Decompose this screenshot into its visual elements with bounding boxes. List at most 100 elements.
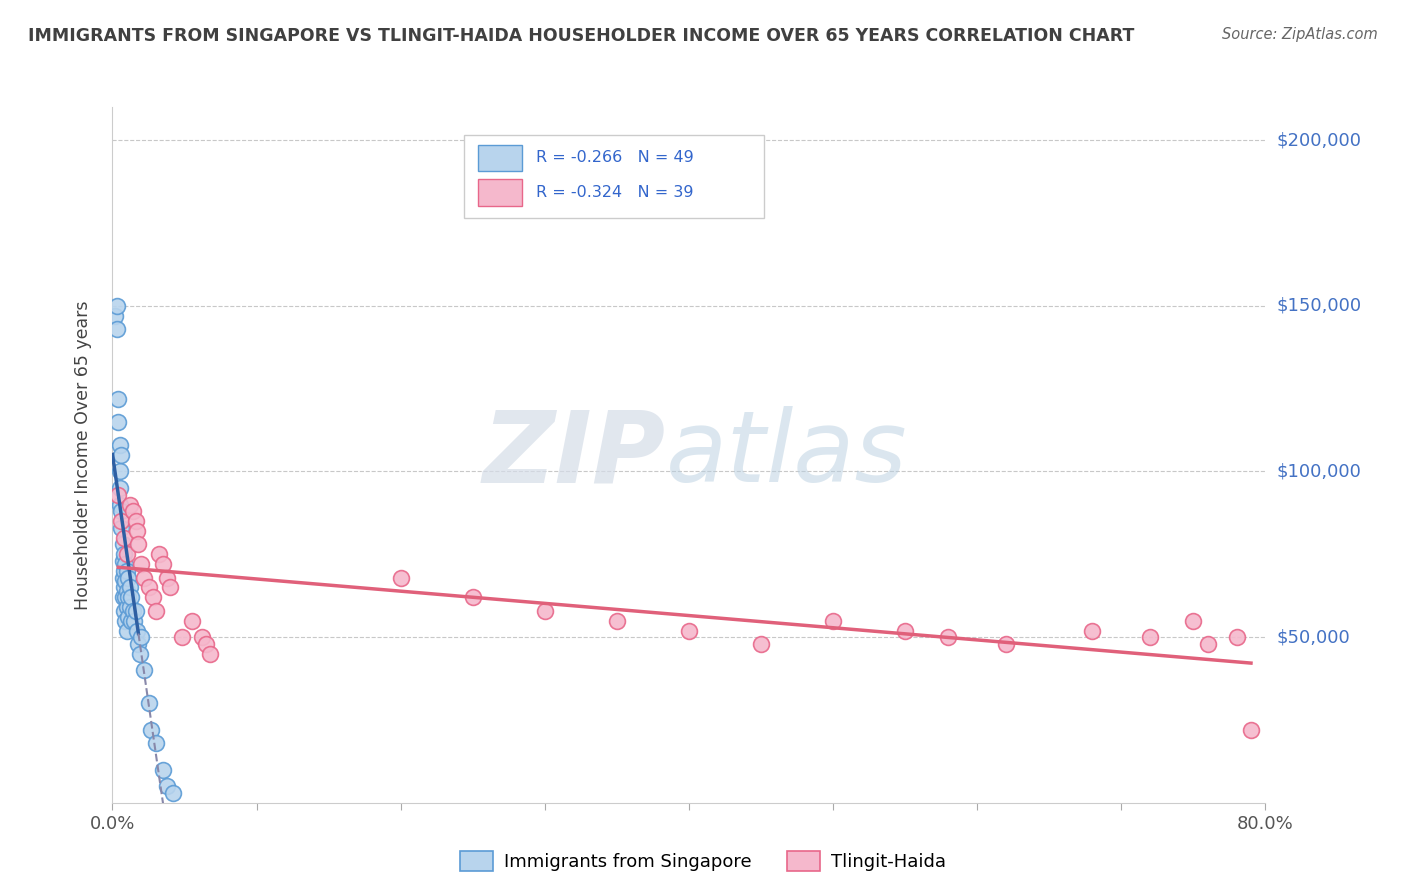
Point <box>112 604 135 618</box>
Point <box>112 547 135 561</box>
Point <box>127 537 149 551</box>
Point <box>108 438 131 452</box>
Point <box>110 514 132 528</box>
Point <box>107 392 129 406</box>
Point <box>129 630 153 644</box>
Point <box>936 630 959 644</box>
Point <box>118 581 141 595</box>
Point <box>533 604 555 618</box>
Point <box>117 610 139 624</box>
Point <box>120 591 142 605</box>
Point <box>145 736 167 750</box>
Point <box>107 488 129 502</box>
Text: $200,000: $200,000 <box>1277 131 1362 149</box>
Point <box>156 779 179 793</box>
Text: $50,000: $50,000 <box>1277 628 1351 646</box>
Point <box>170 630 193 644</box>
Point <box>138 581 160 595</box>
Point <box>461 591 484 605</box>
Point <box>114 574 136 588</box>
Point <box>111 591 134 605</box>
Point <box>159 581 181 595</box>
Point <box>114 591 136 605</box>
Point <box>129 558 153 572</box>
Point <box>121 604 143 618</box>
Point <box>112 564 135 578</box>
Text: Source: ZipAtlas.com: Source: ZipAtlas.com <box>1222 27 1378 42</box>
Point <box>114 558 136 572</box>
Point <box>108 498 131 512</box>
Point <box>142 591 165 605</box>
Point <box>1197 637 1219 651</box>
FancyBboxPatch shape <box>478 145 522 171</box>
Point <box>105 322 128 336</box>
Point <box>124 604 146 618</box>
Point <box>145 604 167 618</box>
Point <box>115 547 138 561</box>
Text: R = -0.324   N = 39: R = -0.324 N = 39 <box>536 186 693 200</box>
Point <box>121 504 143 518</box>
Y-axis label: Householder Income Over 65 years: Householder Income Over 65 years <box>73 301 91 609</box>
Point <box>200 647 222 661</box>
Text: atlas: atlas <box>666 407 907 503</box>
FancyBboxPatch shape <box>464 135 763 219</box>
Text: $150,000: $150,000 <box>1277 297 1362 315</box>
Point <box>120 614 142 628</box>
Point <box>195 637 218 651</box>
Point <box>389 570 412 584</box>
Point <box>112 581 135 595</box>
Point <box>110 504 132 518</box>
Point <box>110 521 132 535</box>
Point <box>156 570 179 584</box>
Point <box>995 637 1018 651</box>
Text: IMMIGRANTS FROM SINGAPORE VS TLINGIT-HAIDA HOUSEHOLDER INCOME OVER 65 YEARS CORR: IMMIGRANTS FROM SINGAPORE VS TLINGIT-HAI… <box>28 27 1135 45</box>
Point <box>749 637 772 651</box>
Point <box>148 547 170 561</box>
Point <box>127 637 149 651</box>
Point <box>134 663 156 677</box>
FancyBboxPatch shape <box>478 179 522 206</box>
Point <box>134 570 156 584</box>
Point <box>112 531 135 545</box>
Point <box>111 554 134 568</box>
Point <box>118 498 141 512</box>
Point <box>115 564 138 578</box>
Text: ZIP: ZIP <box>482 407 666 503</box>
Point <box>117 570 139 584</box>
Point <box>138 697 160 711</box>
Point <box>104 309 127 323</box>
Point <box>894 624 917 638</box>
Point <box>117 591 139 605</box>
Point <box>152 763 174 777</box>
Point <box>122 614 145 628</box>
Point <box>191 630 214 644</box>
Point <box>111 537 134 551</box>
Point <box>162 786 184 800</box>
Point <box>105 299 128 313</box>
Point <box>821 614 844 628</box>
Point <box>128 647 150 661</box>
Text: R = -0.266   N = 49: R = -0.266 N = 49 <box>536 151 693 165</box>
Point <box>152 558 174 572</box>
Point <box>606 614 628 628</box>
Legend: Immigrants from Singapore, Tlingit-Haida: Immigrants from Singapore, Tlingit-Haida <box>453 844 953 879</box>
Point <box>115 583 138 598</box>
Point <box>180 614 202 628</box>
Text: $100,000: $100,000 <box>1277 462 1362 481</box>
Point <box>124 514 146 528</box>
Point <box>125 524 148 538</box>
Point <box>114 614 136 628</box>
Point <box>1182 614 1205 628</box>
Point <box>1139 630 1161 644</box>
Point <box>1226 630 1249 644</box>
Point <box>118 600 141 615</box>
Point <box>115 600 138 615</box>
Point <box>108 465 131 479</box>
Point <box>107 415 129 429</box>
Point <box>1081 624 1104 638</box>
Point <box>141 723 163 737</box>
Point <box>125 624 148 638</box>
Point <box>678 624 700 638</box>
Point <box>1240 723 1263 737</box>
Point <box>111 570 134 584</box>
